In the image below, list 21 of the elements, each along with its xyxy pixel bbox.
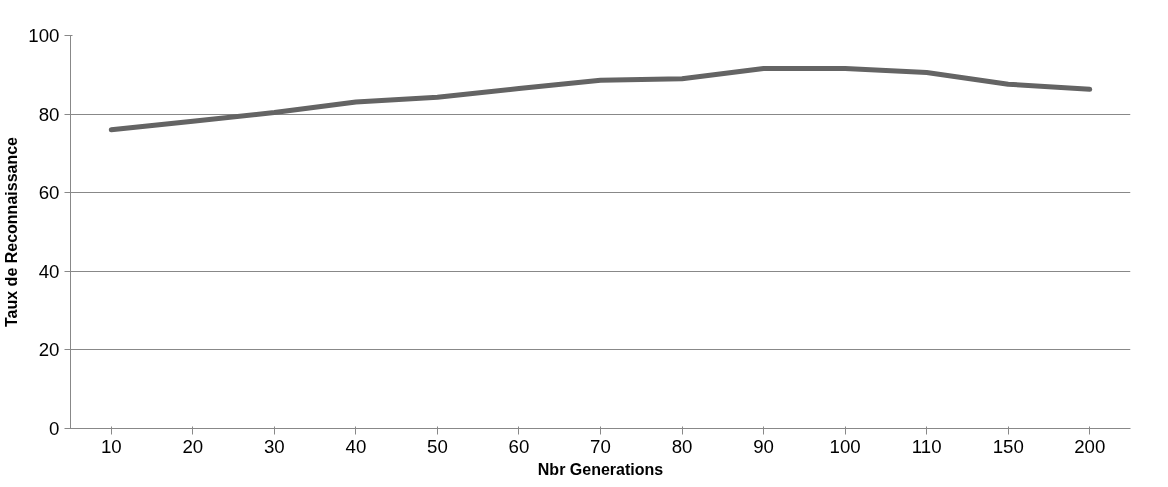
x-tick-label: 60 [508,435,530,457]
x-tick-label: 70 [590,435,611,457]
x-tick-label: 200 [1074,435,1106,457]
x-tick-label: 90 [753,435,774,457]
x-tick-label: 40 [345,435,367,457]
y-tick-label: 20 [38,339,60,361]
y-tick-label: 80 [38,103,60,125]
y-tick-label: 100 [28,25,60,46]
x-tick-label: 50 [427,435,448,457]
y-tick-label: 60 [38,182,60,204]
x-tick-label: 20 [182,435,204,457]
x-tick-label: 100 [829,435,861,457]
y-tick-label: 0 [49,418,60,439]
y-axis-title: Taux de Reconnaissance [3,136,21,327]
x-tick-label: 110 [911,435,942,457]
x-tick-label: 80 [671,435,693,457]
x-axis-title: Nbr Generations [537,460,664,478]
x-tick-label: 30 [263,435,285,457]
x-tick-label: 150 [992,435,1024,457]
y-tick-label: 40 [38,260,60,282]
x-tick-label: 10 [100,435,122,457]
